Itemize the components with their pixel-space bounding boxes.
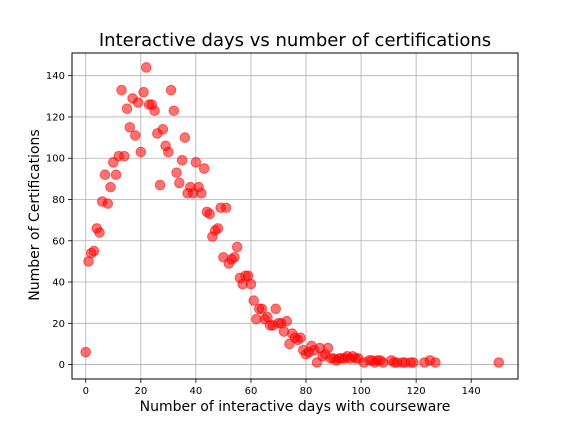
data-point (221, 203, 231, 213)
data-point (131, 131, 141, 141)
x-tick-label: 100 (352, 386, 371, 397)
data-point (158, 125, 168, 135)
data-point (125, 122, 135, 132)
data-point (89, 246, 99, 256)
data-point (246, 279, 256, 289)
data-point (175, 178, 185, 188)
data-point (169, 106, 179, 116)
x-tick-label: 60 (245, 386, 258, 397)
data-point (172, 168, 182, 178)
data-point (197, 189, 207, 199)
data-point (155, 180, 165, 190)
y-tick-label: 80 (52, 195, 65, 206)
data-point (431, 358, 441, 368)
data-point (95, 228, 105, 238)
data-point (180, 133, 190, 143)
data-point (177, 155, 187, 165)
data-point (409, 358, 419, 368)
x-tick-label: 0 (83, 386, 89, 397)
data-point (122, 104, 132, 114)
data-point (257, 304, 267, 314)
y-axis-label: Number of Certifications (27, 129, 43, 300)
data-point (232, 242, 242, 252)
data-point (81, 347, 91, 357)
y-tick-label: 0 (59, 360, 65, 371)
y-tick-label: 140 (46, 71, 65, 82)
data-point (323, 343, 333, 353)
y-tick-label: 20 (52, 319, 65, 330)
data-point (111, 170, 121, 180)
data-point (164, 147, 174, 157)
x-tick-label: 20 (134, 386, 147, 397)
data-point (230, 252, 240, 262)
data-point (282, 316, 292, 326)
y-tick-label: 60 (52, 236, 65, 247)
data-point (136, 147, 146, 157)
x-axis-label: Number of interactive days with coursewa… (140, 399, 451, 415)
data-point (213, 224, 223, 234)
data-point (142, 63, 152, 73)
data-point (249, 296, 259, 306)
data-point (271, 304, 281, 314)
data-point (166, 85, 176, 95)
data-point (150, 106, 160, 116)
y-tick-label: 100 (46, 154, 65, 165)
data-point (133, 98, 143, 108)
data-point (205, 209, 215, 219)
y-tick-label: 40 (52, 278, 65, 289)
x-tick-label: 80 (300, 386, 313, 397)
x-tick-label: 120 (407, 386, 426, 397)
y-tick-label: 120 (46, 112, 65, 123)
data-point (191, 158, 201, 168)
data-point (117, 85, 127, 95)
data-point (120, 151, 130, 161)
x-tick-label: 40 (190, 386, 203, 397)
x-tick-label: 140 (462, 386, 481, 397)
data-point (296, 333, 306, 343)
data-point (139, 87, 149, 97)
data-point (106, 182, 116, 192)
data-point (103, 199, 113, 209)
data-point (494, 358, 504, 368)
data-point (100, 170, 110, 180)
chart-title: Interactive days vs number of certificat… (99, 30, 491, 51)
data-point (199, 164, 209, 174)
